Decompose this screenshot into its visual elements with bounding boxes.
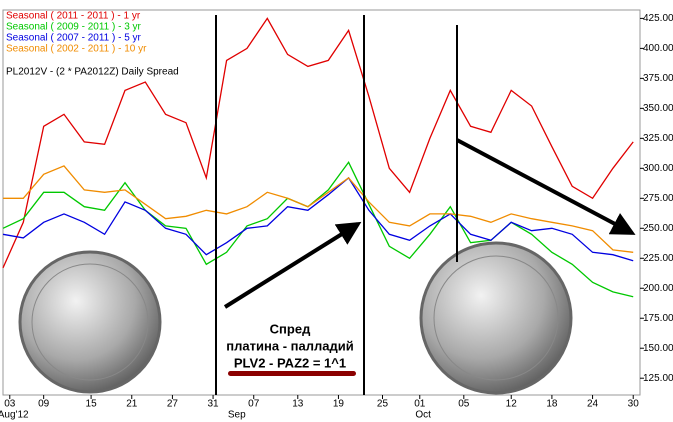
coin-left-rim bbox=[31, 263, 149, 381]
y-tick-label: 200.00 bbox=[643, 283, 673, 294]
annotation: платина - палладий bbox=[226, 338, 353, 353]
legend-entry: Seasonal ( 2007 - 2011 ) - 5 yr bbox=[6, 33, 142, 44]
x-tick-label: 03 bbox=[4, 399, 16, 410]
x-tick-label: 31 bbox=[208, 399, 220, 410]
y-tick-label: 400.00 bbox=[643, 43, 673, 54]
y-tick-label: 425.00 bbox=[643, 13, 673, 24]
coin-right-rim bbox=[433, 255, 559, 381]
x-tick-label: 25 bbox=[377, 399, 389, 410]
coin-right bbox=[419, 241, 573, 395]
legend-entry: Seasonal ( 2009 - 2011 ) - 3 yr bbox=[6, 22, 142, 33]
y-tick-label: 225.00 bbox=[643, 253, 673, 264]
y-tick-label: 300.00 bbox=[643, 163, 673, 174]
x-tick-label: 27 bbox=[167, 399, 179, 410]
subtitle: PL2012V - (2 * PA2012Z) Daily Spread bbox=[6, 67, 179, 78]
y-tick-label: 275.00 bbox=[643, 193, 673, 204]
x-tick-label: 09 bbox=[38, 399, 50, 410]
underline bbox=[228, 371, 356, 376]
series-line bbox=[2, 161, 634, 298]
coin-left bbox=[18, 250, 162, 394]
y-tick-label: 375.00 bbox=[643, 73, 673, 84]
annotation: Спред bbox=[270, 321, 311, 336]
x-tick-label: 19 bbox=[333, 399, 345, 410]
arrow bbox=[456, 138, 636, 235]
x-tick-label: 13 bbox=[292, 399, 304, 410]
x-tick-label: 18 bbox=[546, 399, 558, 410]
series-line bbox=[2, 17, 634, 269]
month-label: Sep bbox=[228, 410, 246, 421]
month-label: Oct bbox=[415, 410, 431, 421]
legend-entry: Seasonal ( 2011 - 2011 ) - 1 yr bbox=[6, 11, 141, 22]
x-tick-label: 21 bbox=[126, 399, 138, 410]
y-tick-label: 350.00 bbox=[643, 103, 673, 114]
y-tick-label: 125.00 bbox=[643, 373, 673, 384]
x-tick-label: 01 bbox=[414, 399, 426, 410]
legend-entry: Seasonal ( 2002 - 2011 ) - 10 yr bbox=[6, 44, 147, 55]
x-tick-label: 05 bbox=[458, 399, 470, 410]
y-tick-label: 175.00 bbox=[643, 313, 673, 324]
series-line bbox=[3, 165, 634, 253]
annotation: PLV2 - PAZ2 = 1^1 bbox=[234, 355, 346, 370]
month-label: Aug'12 bbox=[0, 410, 29, 421]
x-tick-label: 12 bbox=[506, 399, 518, 410]
y-tick-label: 250.00 bbox=[643, 223, 673, 234]
x-tick-label: 15 bbox=[86, 399, 98, 410]
y-tick-label: 150.00 bbox=[643, 343, 673, 354]
x-tick-label: 07 bbox=[248, 399, 260, 410]
x-tick-label: 30 bbox=[628, 399, 640, 410]
y-tick-label: 325.00 bbox=[643, 133, 673, 144]
series-line bbox=[2, 176, 634, 262]
x-tick-label: 24 bbox=[587, 399, 599, 410]
arrow bbox=[223, 221, 362, 309]
